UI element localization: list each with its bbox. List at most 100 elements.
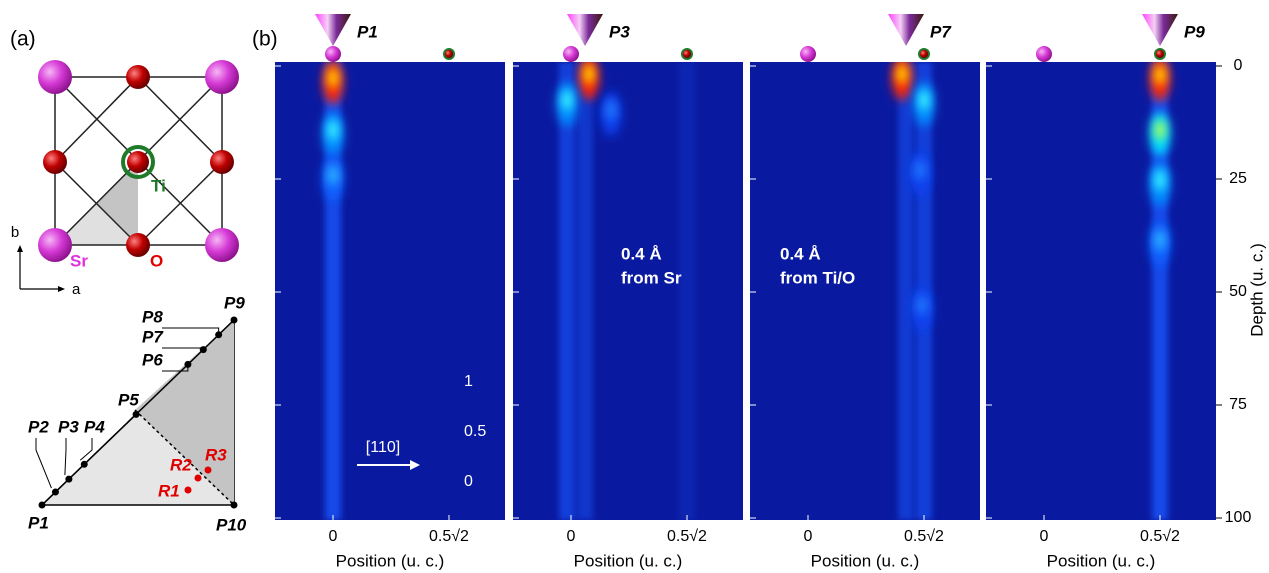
- y-tick-label: 75: [1229, 396, 1247, 413]
- annotation: from Ti/O: [780, 268, 855, 287]
- atom: [1036, 46, 1052, 62]
- blob-core: [562, 90, 572, 110]
- x-tick-label: 0.5√2: [1140, 528, 1180, 545]
- atom-label: Sr: [70, 251, 88, 270]
- point-label: P2: [28, 417, 49, 436]
- blob-core: [919, 90, 929, 110]
- point-label: P3: [58, 417, 79, 436]
- y-tick-label: 25: [1229, 170, 1247, 187]
- atom: [1156, 50, 1164, 58]
- region-label: R1: [158, 481, 180, 500]
- blob-core: [584, 64, 594, 84]
- region-point: [194, 474, 202, 482]
- blob-core: [328, 165, 338, 185]
- streak: [559, 62, 575, 520]
- x-tick-label: 0: [567, 528, 576, 545]
- heatmap: [275, 62, 505, 520]
- annotation: 0.4 Å: [780, 244, 821, 263]
- blob-core: [1155, 120, 1165, 140]
- colorbar-label: 0: [464, 473, 473, 490]
- region-label: R3: [205, 445, 227, 464]
- y-tick-label: 0: [1234, 57, 1243, 74]
- heatmap-bg: [513, 62, 743, 520]
- annotation: from Sr: [621, 268, 682, 287]
- y-tick-label: 100: [1225, 509, 1252, 526]
- y-axis-label: Depth (u. c.): [1247, 243, 1266, 337]
- heatmap-bg: [986, 62, 1216, 520]
- probe-label: P7: [930, 22, 952, 41]
- probe: [315, 14, 351, 46]
- x-tick-label: 0.5√2: [429, 528, 469, 545]
- atom: [800, 46, 816, 62]
- probe-label: P3: [609, 22, 630, 41]
- overlays: 0 0.5√2 Position (u. c.) P1 0 0.5√2 Position (…: [315, 14, 1251, 570]
- blob-core: [897, 64, 907, 84]
- x-axis-label: Position (u. c.): [811, 551, 920, 570]
- leader: [79, 438, 93, 461]
- point: [38, 501, 46, 509]
- atom-label: Ti: [151, 176, 166, 195]
- probe: [888, 14, 924, 46]
- point-label: P5: [118, 390, 139, 409]
- atom: [563, 46, 579, 62]
- region-point: [204, 466, 212, 474]
- point: [132, 410, 140, 418]
- streak: [577, 62, 593, 520]
- atom: [920, 50, 928, 58]
- region-point: [184, 486, 192, 494]
- x-axis-label: Position (u. c.): [574, 551, 683, 570]
- atoms: [38, 60, 239, 262]
- atom: [445, 50, 453, 58]
- leader: [162, 347, 204, 350]
- probe-label: P1: [357, 22, 378, 41]
- atom: [325, 46, 341, 62]
- blob-core: [1155, 170, 1165, 190]
- x-tick-label: 0: [1040, 528, 1049, 545]
- point-label: P9: [224, 293, 245, 312]
- x-axis-label: Position (u. c.): [336, 551, 445, 570]
- blob-core: [1155, 65, 1165, 85]
- heatmap-bg: [750, 62, 980, 520]
- atom: [683, 50, 691, 58]
- heatmap: [986, 62, 1216, 520]
- probe: [567, 14, 603, 46]
- axis-letter: b: [11, 224, 19, 241]
- x-tick-label: 0.5√2: [904, 528, 944, 545]
- axis-letter: a: [72, 281, 81, 298]
- leader: [64, 438, 67, 476]
- blob-core: [1155, 230, 1165, 250]
- leader: [162, 327, 220, 335]
- streak: [679, 62, 695, 520]
- x-tick-label: 0.5√2: [667, 528, 707, 545]
- colorbar-label: 1: [464, 373, 473, 390]
- x-tick-label: 0: [804, 528, 813, 545]
- point-label: P4: [84, 417, 105, 436]
- panel-label: (b): [252, 28, 278, 51]
- point: [51, 488, 59, 496]
- atom-label: O: [150, 251, 163, 270]
- point-label: P1: [28, 513, 49, 532]
- probe-label: P9: [1184, 22, 1205, 41]
- point-label: P6: [142, 350, 163, 369]
- point-label: P10: [216, 515, 247, 534]
- point: [230, 501, 238, 509]
- blob-core: [917, 295, 927, 315]
- point: [80, 460, 88, 468]
- point: [230, 316, 238, 324]
- x-axis-label: Position (u. c.): [1047, 551, 1156, 570]
- annotation: 0.4 Å: [621, 244, 662, 263]
- blob-core: [328, 120, 338, 140]
- heatmap: [750, 62, 980, 520]
- point-label: P7: [142, 327, 164, 346]
- region-label: R2: [170, 455, 192, 474]
- panel-label: (a): [10, 28, 36, 51]
- point-label: P8: [142, 307, 163, 326]
- blob-core: [606, 100, 616, 120]
- blob-core: [328, 68, 338, 88]
- streak: [898, 62, 914, 520]
- axes-arrows: [17, 245, 65, 292]
- leader: [35, 438, 52, 489]
- direction-label: [110]: [366, 439, 400, 456]
